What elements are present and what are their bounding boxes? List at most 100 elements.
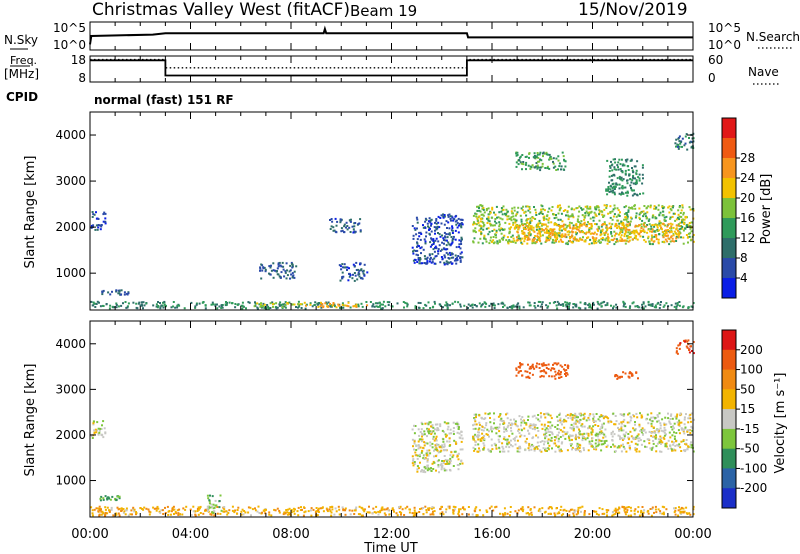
echo-cell-9 xyxy=(514,221,517,224)
echo-cell-9 xyxy=(576,218,579,221)
echo-cell-0 xyxy=(661,512,664,515)
echo-cell-4 xyxy=(461,462,464,465)
echo-cell-10 xyxy=(539,232,541,235)
echo-cell-10 xyxy=(677,234,680,237)
echo-cell-5 xyxy=(591,429,594,431)
echo-cell-0 xyxy=(478,302,481,305)
echo-cell-9 xyxy=(600,241,602,244)
echo-cell-9 xyxy=(610,227,613,230)
echo-cell-0 xyxy=(617,508,619,511)
echo-cell-5 xyxy=(505,445,508,448)
echo-cell-4 xyxy=(411,455,414,458)
echo-cell-4 xyxy=(416,468,419,471)
echo-cell-5 xyxy=(650,412,653,415)
echo-cell-9 xyxy=(609,216,612,219)
echo-cell-8 xyxy=(447,253,450,256)
echo-cell-12 xyxy=(629,184,632,187)
echo-cell-6 xyxy=(348,275,351,278)
echo-cell-0 xyxy=(212,510,215,513)
echo-cell-5 xyxy=(678,443,681,446)
echo-cell-0 xyxy=(579,506,582,509)
echo-cell-8 xyxy=(447,233,450,236)
echo-cell-0 xyxy=(157,301,159,303)
echo-cell-5 xyxy=(283,275,286,278)
echo-cell-5 xyxy=(510,429,513,432)
echo-cell-10 xyxy=(620,226,623,229)
echo-cell-5 xyxy=(685,443,688,446)
echo-cell-8 xyxy=(434,221,436,224)
echo-cell-5 xyxy=(276,270,278,273)
echo-cell-0 xyxy=(254,301,256,304)
echo-cell-9 xyxy=(499,217,502,220)
echo-cell-0 xyxy=(251,508,254,511)
echo-cell-9 xyxy=(565,242,568,245)
echo-cell-5 xyxy=(487,448,490,451)
echo-cell-5 xyxy=(665,442,668,445)
echo-cell-9 xyxy=(629,231,632,234)
echo-cell-5 xyxy=(623,447,626,450)
echo-cell-0 xyxy=(412,514,415,517)
echo-cell-9 xyxy=(584,205,587,208)
echo-cell-0 xyxy=(237,506,240,509)
echo-cell-3 xyxy=(96,429,98,432)
echo-cell-0 xyxy=(626,509,629,512)
echo-cell-0 xyxy=(120,509,123,512)
echo-cell-0 xyxy=(362,508,365,511)
echo-cell-5 xyxy=(295,265,298,268)
echo-cell-0 xyxy=(400,511,403,514)
echo-cell-4 xyxy=(424,471,427,474)
echo-cell-11 xyxy=(541,162,544,165)
echo-cell-8 xyxy=(443,263,446,266)
echo-cell-1 xyxy=(209,506,212,509)
echo-cell-0 xyxy=(335,510,338,513)
echo-cell-10 xyxy=(523,232,526,235)
echo-cell-10 xyxy=(588,222,591,225)
echo-cell-9 xyxy=(521,223,523,226)
echo-cell-5 xyxy=(510,422,513,425)
echo-cell-8 xyxy=(444,256,447,259)
echo-cell-5 xyxy=(279,276,282,279)
echo-cell-9 xyxy=(496,242,499,245)
echo-cell-10 xyxy=(670,225,673,228)
echo-cell-12 xyxy=(610,174,613,177)
echo-cell-0 xyxy=(156,505,159,508)
echo-cell-10 xyxy=(615,222,618,225)
echo-cell-5 xyxy=(276,267,279,270)
echo-cell-10 xyxy=(665,234,668,237)
echo-cell-10 xyxy=(647,235,650,238)
echo-cell-9 xyxy=(488,213,491,216)
echo-cell-8 xyxy=(439,250,442,252)
echo-cell-5 xyxy=(490,427,493,430)
echo-cell-0 xyxy=(615,511,618,514)
echo-cell-5 xyxy=(667,439,670,442)
echo-cell-0 xyxy=(452,512,455,515)
echo-cell-0 xyxy=(331,505,334,508)
beam-label: Beam 19 xyxy=(350,2,417,20)
echo-cell-5 xyxy=(529,445,532,448)
echo-cell-9 xyxy=(521,209,524,212)
echo-cell-4 xyxy=(412,459,415,462)
echo-cell-6 xyxy=(519,370,522,372)
echo-cell-4 xyxy=(420,451,423,454)
echo-cell-5 xyxy=(514,439,516,442)
echo-cell-4 xyxy=(428,432,430,435)
echo-cell-1 xyxy=(211,495,214,498)
echo-cell-0 xyxy=(459,303,462,306)
echo-cell-0 xyxy=(160,304,163,307)
echo-cell-10 xyxy=(536,235,539,238)
echo-cell-0 xyxy=(627,514,630,517)
echo-cell-0 xyxy=(243,510,246,512)
echo-cell-9 xyxy=(519,237,522,240)
echo-cell-9 xyxy=(634,216,637,219)
echo-cell-0 xyxy=(690,305,693,308)
echo-cell-9 xyxy=(583,216,586,219)
echo-cell-5 xyxy=(679,446,682,449)
echo-cell-5 xyxy=(674,449,677,452)
echo-cell-5 xyxy=(663,431,666,434)
echo-cell-6 xyxy=(349,274,352,277)
echo-cell-12 xyxy=(635,182,638,185)
echo-cell-9 xyxy=(654,207,657,210)
echo-cell-0 xyxy=(674,513,677,516)
echo-cell-4 xyxy=(413,432,416,435)
echo-cell-0 xyxy=(202,512,205,515)
